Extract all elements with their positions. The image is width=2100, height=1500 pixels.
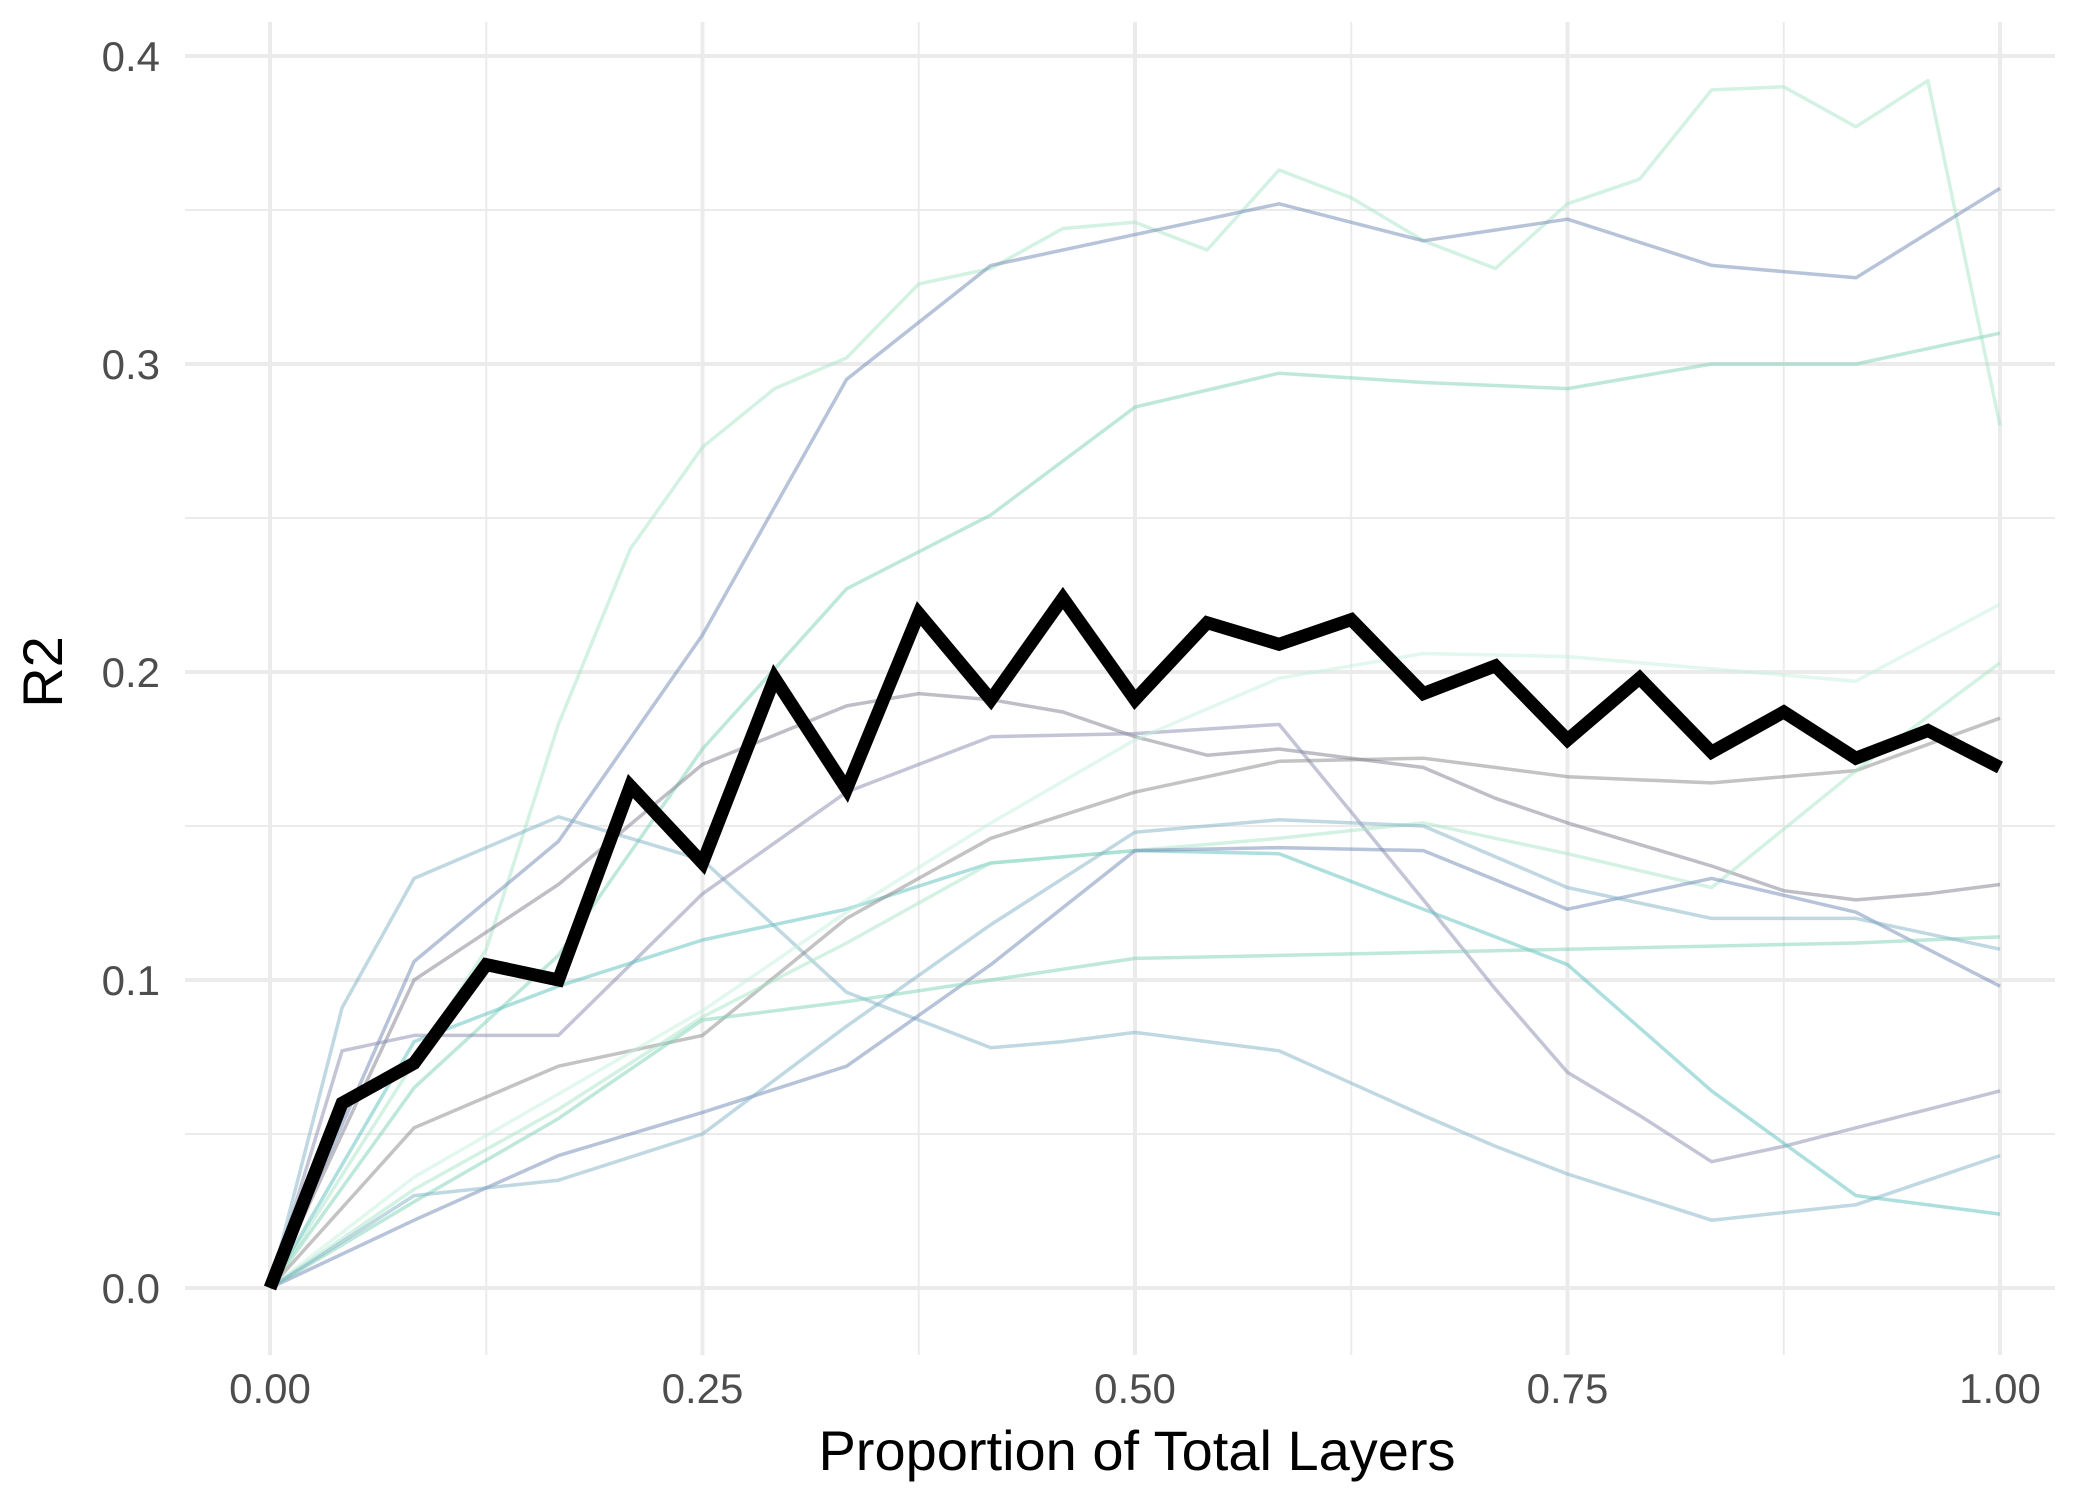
minor-gridlines (185, 22, 2055, 1355)
highlight-series-group (263, 586, 2003, 1291)
y-tick-labels: 0.0 0.1 0.2 0.3 0.4 (102, 33, 160, 1312)
x-tick-label: 0.00 (229, 1365, 311, 1412)
faint-series-line (268, 331, 2001, 1290)
faint-series-line (268, 186, 2001, 1289)
x-tick-label: 0.25 (662, 1365, 744, 1412)
y-tick-label: 0.1 (102, 957, 160, 1004)
x-axis-title: Proportion of Total Layers (818, 1419, 1455, 1482)
y-axis-title: R2 (11, 636, 74, 708)
x-tick-label: 1.00 (1959, 1365, 2041, 1412)
faint-series-line (268, 691, 2001, 1289)
faint-series-line (269, 845, 2001, 1290)
y-tick-label: 0.2 (102, 649, 160, 696)
faint-series-line (269, 935, 2001, 1290)
faint-series-line (269, 818, 2001, 1290)
x-tick-label: 0.50 (1094, 1365, 1176, 1412)
faint-series-line (268, 716, 2001, 1290)
faint-series-line (268, 815, 2001, 1289)
faint-series-group (268, 78, 2002, 1290)
x-tick-label: 0.75 (1527, 1365, 1609, 1412)
faint-series-line (268, 602, 2001, 1290)
faint-series-line (268, 722, 2001, 1289)
faint-series-line (268, 78, 2002, 1289)
x-tick-labels: 0.00 0.25 0.50 0.75 1.00 (229, 1365, 2041, 1412)
y-tick-label: 0.0 (102, 1265, 160, 1312)
highlight-series-line (263, 586, 2003, 1291)
y-tick-label: 0.4 (102, 33, 160, 80)
major-gridlines (185, 22, 2055, 1355)
y-tick-label: 0.3 (102, 341, 160, 388)
